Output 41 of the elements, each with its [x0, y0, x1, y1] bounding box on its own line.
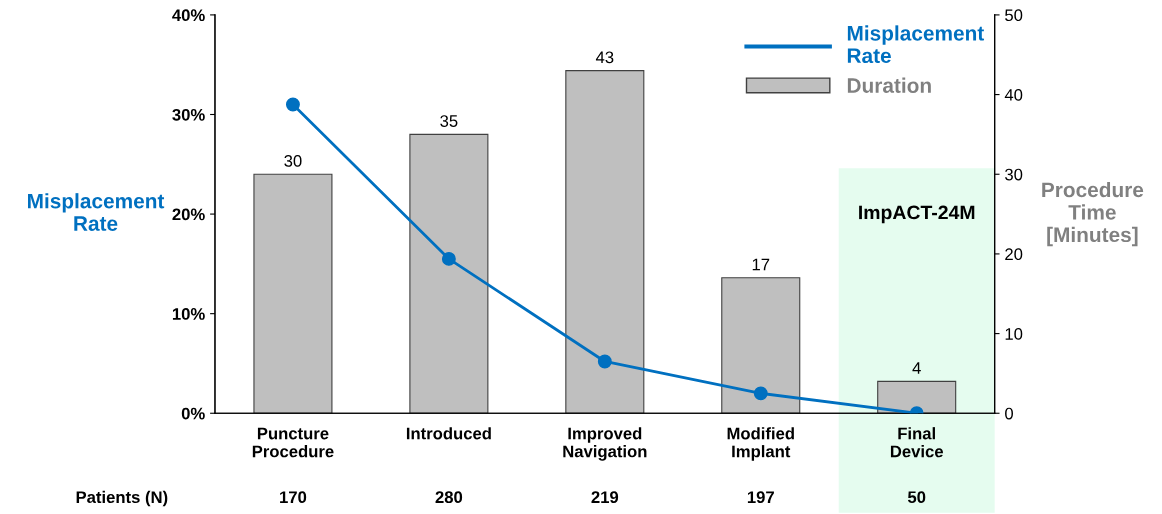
y2-tick-label: 0 [1005, 407, 1014, 420]
text: 280 [435, 491, 463, 504]
band-label: ImpACT-24M [859, 205, 975, 224]
legend-label: Misplacement Rate [847, 25, 985, 64]
y2-tick-label: 10 [1005, 327, 1023, 340]
bar [721, 277, 801, 414]
bar [877, 380, 957, 414]
text: 170 [280, 491, 307, 504]
legend-label: Duration [847, 77, 931, 93]
x-tick-label: Modified Implant [727, 427, 794, 461]
text: 43 [595, 51, 614, 64]
y2-tick-label: 30 [1005, 168, 1023, 181]
x-tick-label: Introduced [406, 427, 491, 440]
point [753, 386, 768, 401]
bar [253, 173, 333, 414]
y-tick-label: 20% [172, 208, 205, 221]
bar [565, 70, 645, 414]
text: 219 [591, 491, 619, 504]
y-tick-label: 30% [172, 108, 205, 121]
point [441, 251, 456, 266]
text: 17 [752, 258, 770, 271]
y2-tick-label: 40 [1004, 88, 1023, 101]
y-tick-label: 0% [181, 407, 205, 420]
bar [409, 133, 489, 414]
y2-tick-label: 50 [1005, 9, 1023, 22]
point [597, 354, 612, 369]
x-tick-label: Puncture Procedure [252, 427, 334, 458]
x-tick-label: Improved Navigation [563, 427, 647, 461]
text: 35 [440, 115, 458, 127]
text: 30 [284, 154, 302, 167]
y-tick-label: 10% [172, 308, 205, 320]
y2-tick-label: 20 [1005, 248, 1023, 261]
y-tick-label: 40% [172, 9, 205, 22]
y2-axis-title: Procedure Time [Minutes] [1042, 181, 1144, 247]
x-tick-label: Final Device [890, 427, 944, 458]
text: 50 [907, 491, 926, 504]
text: 4 [912, 362, 921, 374]
text: 197 [747, 491, 774, 504]
point [285, 97, 300, 112]
y-axis-title: Misplacement Rate [28, 193, 165, 231]
text: Patients (N) [76, 490, 168, 507]
